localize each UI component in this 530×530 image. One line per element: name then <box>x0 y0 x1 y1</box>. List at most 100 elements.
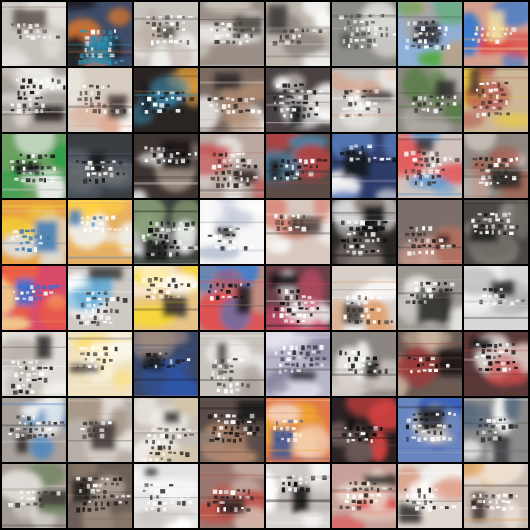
sample-tile <box>200 266 264 330</box>
sample-image <box>464 266 528 330</box>
sample-image <box>134 464 198 528</box>
sample-tile <box>68 200 132 264</box>
sample-tile <box>134 134 198 198</box>
sample-tile <box>134 266 198 330</box>
sample-image <box>68 332 132 396</box>
sample-tile <box>266 464 330 528</box>
sample-image <box>464 2 528 66</box>
sample-image <box>464 68 528 132</box>
sample-image <box>398 68 462 132</box>
sample-tile <box>134 68 198 132</box>
sample-image <box>266 2 330 66</box>
sample-image <box>200 2 264 66</box>
sample-tile <box>200 398 264 462</box>
sample-image <box>398 464 462 528</box>
sample-tile <box>398 398 462 462</box>
sample-tile <box>332 200 396 264</box>
sample-image <box>134 134 198 198</box>
sample-image <box>398 134 462 198</box>
sample-tile <box>332 266 396 330</box>
sample-tile <box>464 2 528 66</box>
sample-image <box>398 332 462 396</box>
sample-image <box>2 68 66 132</box>
sample-image <box>464 398 528 462</box>
sample-image <box>200 68 264 132</box>
sample-image <box>2 134 66 198</box>
sample-image <box>200 464 264 528</box>
sample-image <box>332 134 396 198</box>
sample-tile <box>398 464 462 528</box>
sample-tile <box>2 2 66 66</box>
sample-image <box>200 200 264 264</box>
sample-image <box>2 332 66 396</box>
sample-tile <box>266 200 330 264</box>
sample-tile <box>2 134 66 198</box>
sample-tile <box>2 200 66 264</box>
sample-image <box>68 266 132 330</box>
sample-image <box>134 68 198 132</box>
sample-tile <box>2 464 66 528</box>
sample-tile <box>68 134 132 198</box>
sample-tile <box>398 200 462 264</box>
sample-tile <box>134 2 198 66</box>
sample-image <box>2 200 66 264</box>
sample-image <box>464 134 528 198</box>
sample-image <box>266 266 330 330</box>
sample-tile <box>464 266 528 330</box>
sample-image <box>266 332 330 396</box>
sample-tile <box>200 464 264 528</box>
sample-image <box>332 266 396 330</box>
sample-tile <box>2 332 66 396</box>
sample-tile <box>266 68 330 132</box>
sample-image <box>332 398 396 462</box>
sample-tile <box>200 134 264 198</box>
sample-image <box>68 464 132 528</box>
sample-image <box>266 68 330 132</box>
sample-image <box>464 464 528 528</box>
sample-tile <box>134 332 198 396</box>
sample-image <box>266 200 330 264</box>
sample-image <box>266 398 330 462</box>
sample-tile <box>266 134 330 198</box>
sample-tile <box>332 2 396 66</box>
sample-tile <box>200 2 264 66</box>
sample-image <box>398 266 462 330</box>
sample-tile <box>464 200 528 264</box>
sample-tile <box>68 266 132 330</box>
sample-tile <box>2 398 66 462</box>
sample-tile <box>398 68 462 132</box>
sample-image <box>2 464 66 528</box>
sample-tile <box>464 398 528 462</box>
sample-tile <box>332 332 396 396</box>
sample-tile <box>398 2 462 66</box>
sample-tile <box>68 332 132 396</box>
sample-image <box>200 134 264 198</box>
sample-image <box>398 398 462 462</box>
sample-image <box>464 332 528 396</box>
sample-tile <box>134 200 198 264</box>
sample-image <box>134 2 198 66</box>
sample-image <box>200 266 264 330</box>
sample-tile <box>200 68 264 132</box>
sample-image <box>134 398 198 462</box>
sample-tile <box>464 332 528 396</box>
sample-tile <box>68 398 132 462</box>
sample-tile <box>68 464 132 528</box>
sample-tile <box>266 2 330 66</box>
sample-image <box>332 464 396 528</box>
sample-image <box>398 2 462 66</box>
sample-image <box>68 200 132 264</box>
sample-tile <box>398 134 462 198</box>
sample-tile <box>68 2 132 66</box>
sample-image <box>464 200 528 264</box>
sample-image <box>134 332 198 396</box>
sample-image <box>398 200 462 264</box>
sample-tile <box>332 464 396 528</box>
sample-tile <box>464 464 528 528</box>
sample-image <box>332 2 396 66</box>
sample-tile <box>266 266 330 330</box>
sample-image <box>2 2 66 66</box>
sample-image <box>266 464 330 528</box>
sample-tile <box>332 398 396 462</box>
